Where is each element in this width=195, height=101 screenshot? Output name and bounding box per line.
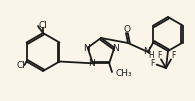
Text: F: F (171, 51, 175, 60)
Text: N: N (83, 44, 90, 53)
Text: F: F (151, 59, 155, 68)
Text: H: H (149, 50, 154, 59)
Text: N: N (113, 44, 119, 53)
Text: N: N (88, 59, 95, 68)
Text: N: N (144, 46, 150, 56)
Text: Cl: Cl (16, 60, 25, 69)
Text: Cl: Cl (39, 22, 47, 31)
Text: F: F (157, 51, 161, 60)
Text: O: O (123, 25, 130, 34)
Text: CH₃: CH₃ (116, 68, 133, 77)
